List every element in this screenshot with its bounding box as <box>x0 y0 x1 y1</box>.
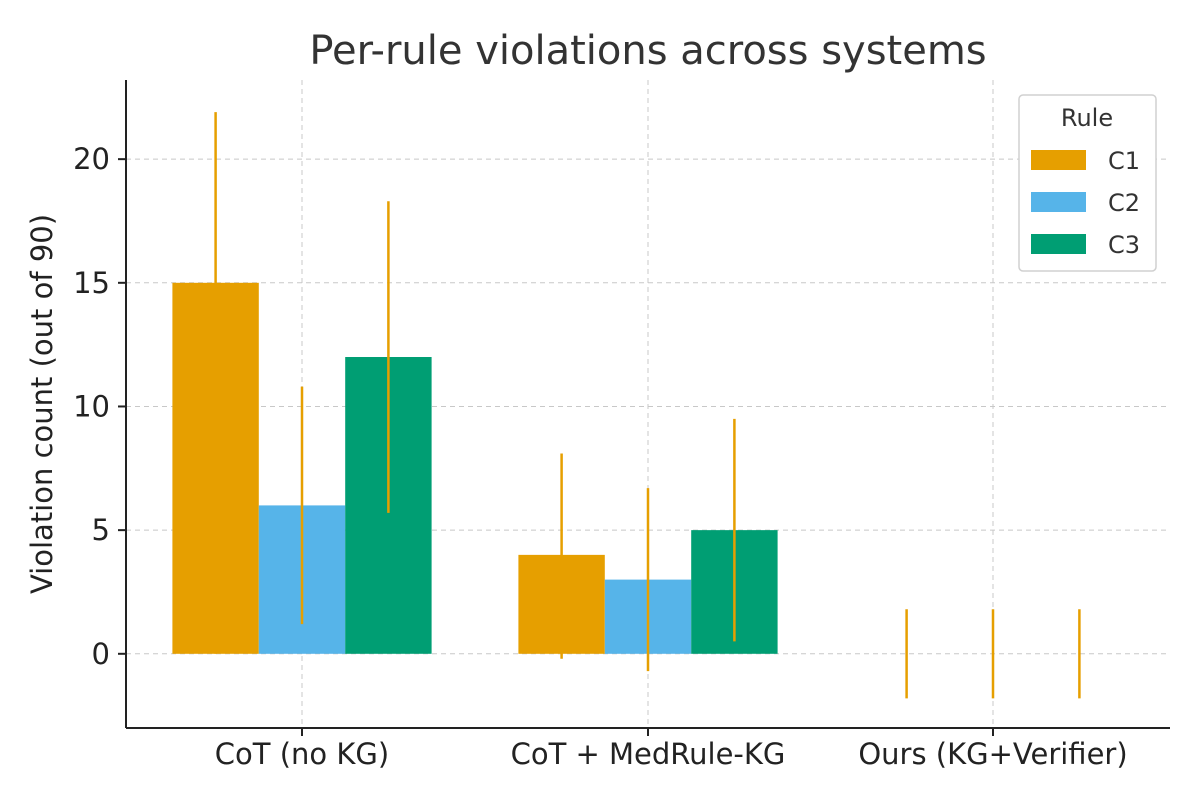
legend-title: Rule <box>1061 104 1113 132</box>
error-bar-layer <box>214 112 1081 699</box>
bar-layer <box>172 282 778 654</box>
legend-label-c3: C3 <box>1108 231 1140 259</box>
legend-label-c1: C1 <box>1108 147 1140 175</box>
legend-label-c2: C2 <box>1108 189 1140 217</box>
x-tick-label: CoT (no KG) <box>215 737 389 771</box>
legend-swatch-c3 <box>1031 234 1086 254</box>
x-tick-label: CoT + MedRule-KG <box>511 737 786 771</box>
y-tick-label: 20 <box>73 142 110 176</box>
legend: Rule C1 C2 C3 <box>1018 94 1157 272</box>
y-tick-label: 15 <box>73 266 110 300</box>
x-tick-layer: CoT (no KG) CoT + MedRule-KG Ours (KG+Veri… <box>215 728 1128 771</box>
y-axis-label: Violation count (out of 90) <box>25 214 59 594</box>
y-tick-label: 0 <box>92 637 110 671</box>
chart-title: Per-rule violations across systems <box>309 28 986 74</box>
y-tick-label: 5 <box>92 513 110 547</box>
legend-swatch-c1 <box>1031 150 1086 170</box>
legend-items: C1 C2 C3 <box>1031 147 1140 259</box>
y-tick-label: 10 <box>73 389 110 423</box>
legend-frame <box>1018 94 1157 272</box>
legend-swatch-c2 <box>1031 192 1086 212</box>
y-tick-layer: 0 5 10 15 20 <box>73 142 126 671</box>
x-tick-label: Ours (KG+Verifier) <box>858 737 1127 771</box>
